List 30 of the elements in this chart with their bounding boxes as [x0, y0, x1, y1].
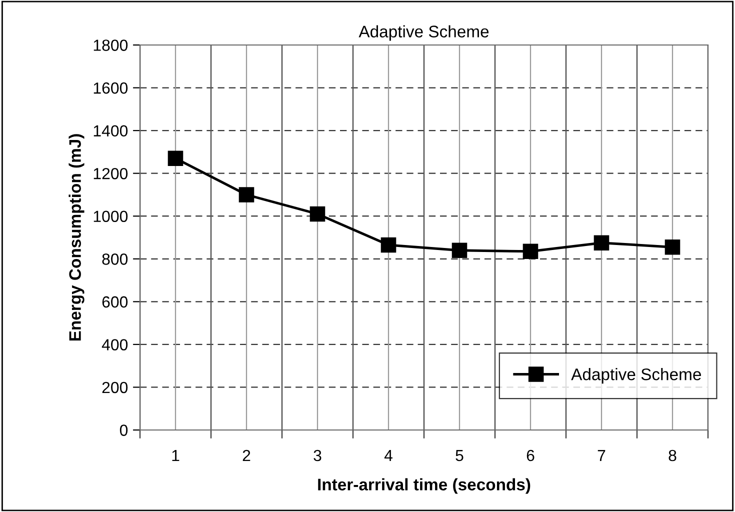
point: [522, 244, 538, 260]
x-tick-label: 7: [598, 450, 606, 462]
x-tick-label: 8: [668, 450, 676, 462]
x-tick-label: 4: [384, 450, 392, 462]
y-tick-label: 600: [102, 296, 128, 308]
legend-label: Adaptive Scheme: [571, 368, 701, 384]
y-tick-label: 400: [102, 339, 128, 350]
y-tick-label: 200: [102, 382, 128, 394]
y-tick-label: 0: [120, 424, 128, 436]
x-tick-label: 2: [242, 450, 250, 462]
point: [310, 206, 326, 222]
y-tick-label: 1000: [94, 210, 128, 222]
y-tick-label: 800: [102, 254, 128, 265]
point: [380, 237, 396, 253]
x-axis-title: Inter-arrival time (seconds): [318, 478, 530, 494]
point: [664, 239, 680, 255]
point: [168, 150, 184, 166]
point: [238, 187, 254, 202]
x-tick-label: 6: [526, 450, 534, 462]
y-axis-title: Energy Consumption (mJ): [68, 134, 84, 341]
point: [594, 235, 610, 250]
chart-title: Adaptive Scheme: [358, 25, 489, 41]
y-tick-label: 1600: [94, 82, 128, 94]
y-tick-label: 1400: [94, 125, 128, 136]
x-tick-label: 5: [456, 450, 464, 462]
y-tick-label: 1800: [94, 40, 128, 51]
y-tick-label: 1200: [94, 168, 128, 180]
point: [452, 242, 468, 258]
x-tick-label: 1: [172, 450, 180, 462]
x-tick-label: 3: [314, 450, 322, 462]
